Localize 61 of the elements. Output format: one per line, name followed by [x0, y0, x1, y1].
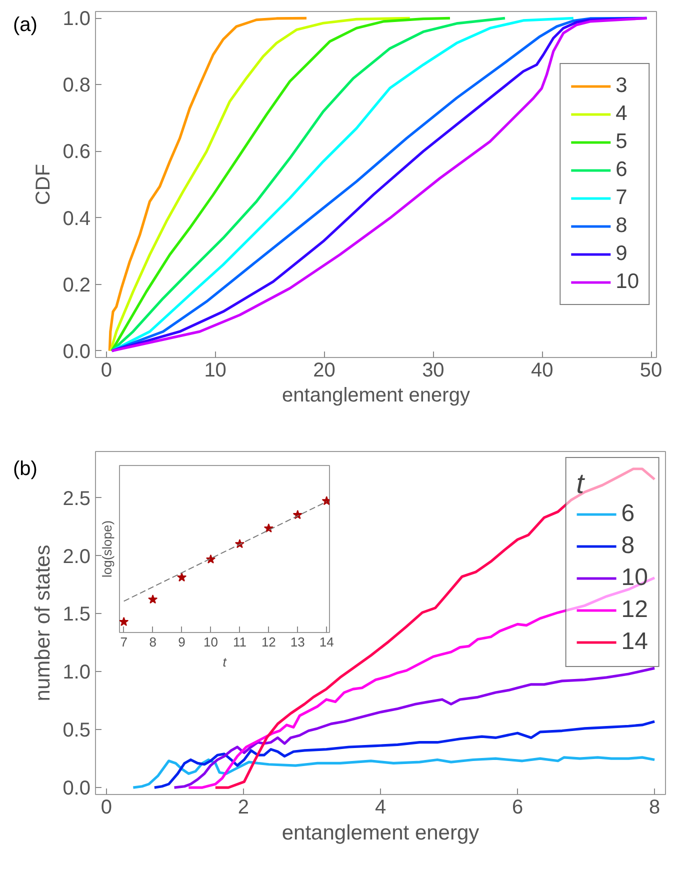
point: [206, 554, 216, 564]
y-tick-label: 0.8: [62, 74, 91, 97]
y-tick-label: 0.0: [62, 778, 91, 800]
legend-label: 10: [616, 270, 639, 294]
y-axis-title: number of states: [32, 544, 55, 702]
legend-label: 8: [616, 214, 628, 238]
legend-title: t: [576, 468, 586, 500]
y-tick-label: 0.5: [62, 720, 91, 742]
point: [176, 572, 187, 582]
legend-label: 6: [621, 500, 636, 528]
y-tick-label: 1.5: [62, 604, 91, 626]
line-series: [172, 666, 656, 789]
y-tick-label: 0.0: [62, 340, 91, 363]
legend-label: 4: [616, 102, 628, 126]
legend-label: 6: [616, 158, 628, 182]
x-tick-label: 2: [238, 796, 250, 818]
x-tick-label: 40: [531, 360, 554, 382]
x-tick-label: 0: [100, 360, 112, 382]
x-axis-title: entanglement energy: [282, 384, 470, 406]
x-tick-label: 9: [178, 634, 186, 650]
y-tick-label: 0.2: [62, 274, 91, 296]
x-tick-label: 12: [261, 634, 276, 650]
legend-label: 10: [621, 564, 648, 592]
legend-label: 5: [616, 130, 628, 154]
point: [148, 594, 158, 604]
x-tick-label: 20: [313, 360, 336, 382]
y-axis-title: CDF: [32, 164, 55, 206]
line-series: [132, 756, 656, 789]
y-tick-label: 2.5: [62, 488, 91, 510]
x-tick-label: 10: [204, 634, 218, 650]
x-tick-label: 50: [640, 360, 662, 382]
text: (a): [13, 13, 38, 38]
y-axis-title: log(slope): [100, 520, 114, 578]
legend-label: 12: [621, 596, 648, 624]
y-tick-label: 1.0: [62, 662, 91, 684]
x-tick-label: 4: [374, 796, 386, 818]
line-series: [108, 16, 308, 352]
x-tick-label: 6: [512, 796, 524, 818]
x-tick-label: 8: [648, 796, 660, 818]
legend-label: 3: [616, 74, 628, 98]
y-tick-label: 0.6: [62, 141, 91, 164]
legend-label: 8: [621, 532, 636, 560]
x-tick-label: 30: [422, 360, 444, 382]
x-tick-label: 7: [120, 634, 128, 650]
y-tick-label: 2.0: [62, 546, 91, 568]
line-series: [153, 720, 656, 789]
point: [120, 616, 129, 626]
point: [264, 523, 274, 532]
text: (b): [13, 457, 38, 482]
y-tick-label: 1.0: [62, 8, 91, 30]
x-tick-label: 0: [100, 796, 112, 818]
x-tick-label: 10: [204, 360, 226, 382]
x-tick-label: 8: [149, 634, 156, 650]
x-tick-label: 11: [232, 634, 246, 650]
y-tick-label: 0.4: [62, 208, 91, 230]
x-axis-title: entanglement energy: [282, 822, 480, 844]
legend-label: 9: [616, 242, 628, 266]
legend-label: 7: [616, 186, 628, 210]
x-axis-title: t: [222, 654, 228, 670]
x-tick-label: 14: [319, 634, 334, 650]
x-tick-label: 13: [290, 634, 305, 650]
